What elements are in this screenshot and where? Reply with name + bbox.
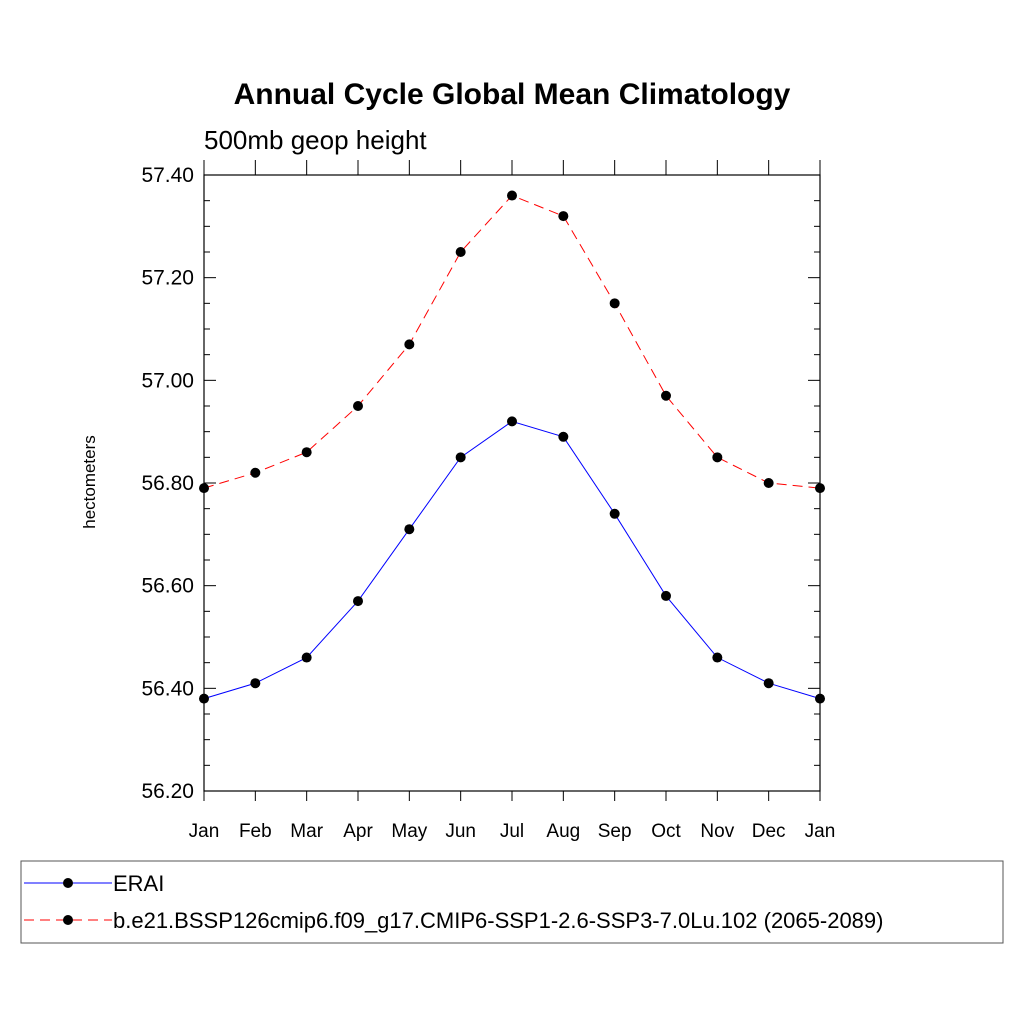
series-1-point — [353, 401, 363, 411]
series-1-point — [301, 447, 312, 458]
y-tick-labels: 56.20 56.40 56.60 56.80 57.00 57.20 57.40 — [141, 164, 194, 803]
series-1-point — [455, 247, 466, 257]
x-tick-label: Dec — [752, 821, 786, 842]
series-line-0 — [203, 420, 821, 700]
series-layer — [199, 190, 825, 704]
series-0-point — [404, 524, 415, 535]
x-tick-label: Jun — [445, 821, 476, 842]
series-0-point — [609, 508, 620, 519]
legend-box — [20, 860, 1004, 944]
series-0-point — [661, 590, 671, 601]
legend-marker-1 — [63, 915, 73, 925]
x-tick-label: Jul — [500, 821, 524, 842]
series-1-point — [763, 478, 774, 488]
x-tick-label: Nov — [700, 821, 734, 842]
series-1-point — [712, 452, 723, 463]
y-tick-label: 56.80 — [141, 472, 194, 495]
x-tick-label: May — [391, 821, 427, 842]
x-tick-label: Jan — [805, 821, 836, 842]
x-tick-label: Aug — [546, 821, 580, 842]
y-tick-label: 57.00 — [141, 369, 194, 392]
tick-marks — [203, 160, 821, 801]
chart-title: Annual Cycle Global Mean Climatology — [234, 78, 791, 111]
series-0-point — [507, 416, 517, 427]
y-tick-label: 56.60 — [141, 575, 194, 598]
series-1-point — [404, 339, 415, 350]
legend: ERAI b.e21.BSSP126cmip6.f09_g17.CMIP6-SSP… — [24, 871, 883, 933]
x-tick-label: Oct — [651, 821, 681, 842]
series-0-point — [301, 652, 312, 663]
x-tick-label: Sep — [598, 821, 632, 842]
legend-label-0: ERAI — [113, 871, 164, 896]
series-0-point — [712, 652, 723, 663]
series-0-point — [250, 678, 261, 689]
y-tick-label: 57.20 — [141, 267, 194, 290]
y-tick-label: 57.40 — [141, 164, 194, 187]
y-tick-label: 56.20 — [141, 780, 194, 803]
series-1-point — [661, 390, 671, 401]
y-axis-label: hectometers — [80, 435, 99, 529]
series-0-point — [455, 452, 466, 463]
legend-label-1: b.e21.BSSP126cmip6.f09_g17.CMIP6-SSP1-2.… — [113, 908, 883, 933]
series-1-point — [507, 190, 517, 201]
x-tick-label: Mar — [290, 821, 323, 842]
series-1-point — [250, 467, 261, 478]
series-0-point — [353, 596, 363, 607]
series-0-point — [558, 431, 569, 442]
plot-frame — [203, 174, 821, 792]
series-0-point — [763, 678, 774, 689]
x-tick-label: Feb — [239, 821, 272, 842]
y-tick-label: 56.40 — [141, 677, 194, 700]
series-1-point — [558, 211, 569, 222]
x-tick-label: Apr — [343, 821, 373, 842]
chart-subtitle: 500mb geop height — [204, 125, 427, 155]
x-tick-labels: Jan Feb Mar Apr May Jun Jul Aug Sep Oct Nov Dec Jan — [189, 821, 836, 842]
series-1-point — [609, 298, 620, 309]
legend-marker-0 — [63, 878, 73, 888]
series-line-1 — [203, 194, 821, 489]
x-tick-label: Jan — [189, 821, 220, 842]
